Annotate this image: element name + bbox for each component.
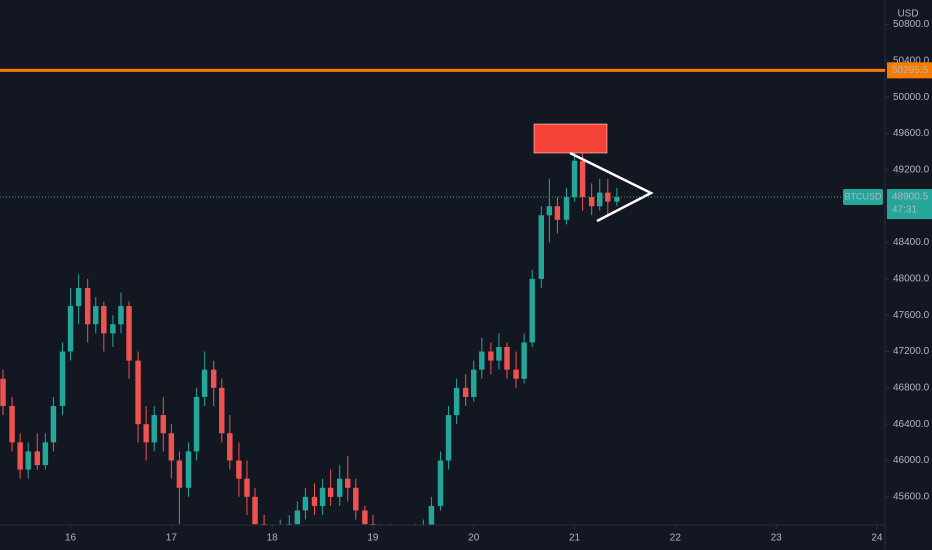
x-tick-label: 22: [670, 533, 682, 544]
symbol-label: BTCUSD: [844, 191, 882, 201]
candle-body: [84, 287, 91, 325]
candle-body: [252, 496, 258, 525]
candle-body: [571, 160, 578, 198]
candle-body: [176, 460, 183, 488]
candle-body: [445, 415, 452, 461]
candle-body: [93, 306, 99, 325]
candle-body: [428, 505, 435, 525]
candle-body: [554, 206, 561, 220]
candle-body: [236, 460, 242, 479]
candle-body: [538, 215, 545, 279]
candle-body: [50, 406, 57, 443]
y-tick-label: 46400.0: [893, 419, 930, 430]
y-tick-label: 48000.0: [893, 273, 930, 284]
candle-body: [168, 433, 175, 461]
candle-body: [336, 478, 343, 497]
candle-body: [353, 487, 359, 511]
candle-body: [496, 346, 502, 361]
candle-body: [521, 342, 527, 379]
candle-body: [126, 306, 132, 361]
currency-label: USD: [897, 9, 918, 20]
last-price-box: [887, 189, 932, 220]
candle-body: [546, 206, 553, 216]
x-tick-label: 21: [569, 533, 581, 544]
y-tick-label: 50800.0: [893, 19, 930, 30]
candle-body: [227, 433, 233, 461]
candle-body: [513, 369, 519, 379]
last-price-label: 48900.5: [892, 192, 929, 203]
y-tick-label: 46800.0: [893, 382, 930, 393]
level-label: 50295.5: [892, 65, 929, 76]
drawn-triangle[interactable]: [569, 151, 654, 223]
candle-body: [319, 487, 326, 506]
candle-body: [579, 160, 586, 198]
y-tick-label: 49200.0: [893, 164, 930, 175]
candle-body: [302, 496, 309, 511]
candle-body: [160, 415, 167, 434]
candle-body: [151, 415, 157, 443]
candle-body: [59, 351, 66, 407]
candle-body: [453, 387, 460, 416]
candle-body: [118, 306, 124, 325]
candle-body: [471, 369, 477, 397]
x-tick-label: 24: [871, 533, 883, 544]
x-tick-label: 18: [267, 533, 279, 544]
y-tick-label: 49600.0: [893, 128, 930, 139]
candle-body: [0, 378, 6, 407]
y-tick-label: 47600.0: [893, 310, 930, 321]
candle-body: [25, 451, 31, 470]
y-tick-label: 50400.0: [893, 55, 930, 66]
y-tick-label: 47200.0: [893, 346, 930, 357]
candle-body: [294, 510, 301, 525]
candle-body: [462, 387, 469, 397]
candle-body: [210, 369, 217, 388]
candle-body: [101, 306, 107, 334]
candle-body: [34, 451, 41, 466]
candle-body: [597, 192, 603, 207]
candle-body: [244, 478, 250, 497]
y-tick-label: 45600.0: [893, 491, 930, 502]
candle-body: [219, 387, 225, 434]
plot-area: [0, 151, 620, 525]
candle-body: [9, 406, 15, 443]
x-tick-label: 20: [468, 533, 480, 544]
candle-body: [17, 442, 23, 470]
candle-body: [504, 346, 510, 370]
candle-body: [75, 287, 82, 307]
countdown-label: 47:31: [892, 205, 917, 216]
candle-body: [110, 324, 116, 334]
candle-body: [488, 351, 494, 361]
candle-body: [185, 451, 192, 488]
candle-body: [143, 424, 149, 443]
x-tick-label: 23: [771, 533, 783, 544]
y-tick-label: 46000.0: [893, 455, 930, 466]
candle-body: [42, 442, 49, 466]
candle-body: [605, 192, 611, 202]
candle-body: [193, 396, 200, 452]
x-tick-label: 17: [166, 533, 178, 544]
candle-body: [201, 369, 208, 397]
x-tick-label: 19: [367, 533, 379, 544]
y-tick-label: 48400.0: [893, 237, 930, 248]
candle-body: [529, 278, 535, 343]
candle-body: [311, 496, 318, 506]
x-tick-label: 16: [65, 533, 77, 544]
candle-body: [479, 351, 485, 370]
candle-body: [327, 487, 334, 497]
candle-body: [588, 197, 595, 207]
candle-body: [563, 197, 570, 220]
candle-body: [67, 306, 74, 352]
level-label-box: [887, 62, 932, 79]
candle-body: [362, 510, 368, 525]
candle-body: [345, 478, 351, 488]
candle-body: [614, 197, 620, 202]
candle-body: [135, 360, 141, 425]
drawn-rectangle[interactable]: [533, 123, 608, 154]
y-tick-label: 50000.0: [893, 92, 930, 103]
symbol-label-box: [843, 189, 883, 206]
candle-body: [437, 460, 444, 506]
